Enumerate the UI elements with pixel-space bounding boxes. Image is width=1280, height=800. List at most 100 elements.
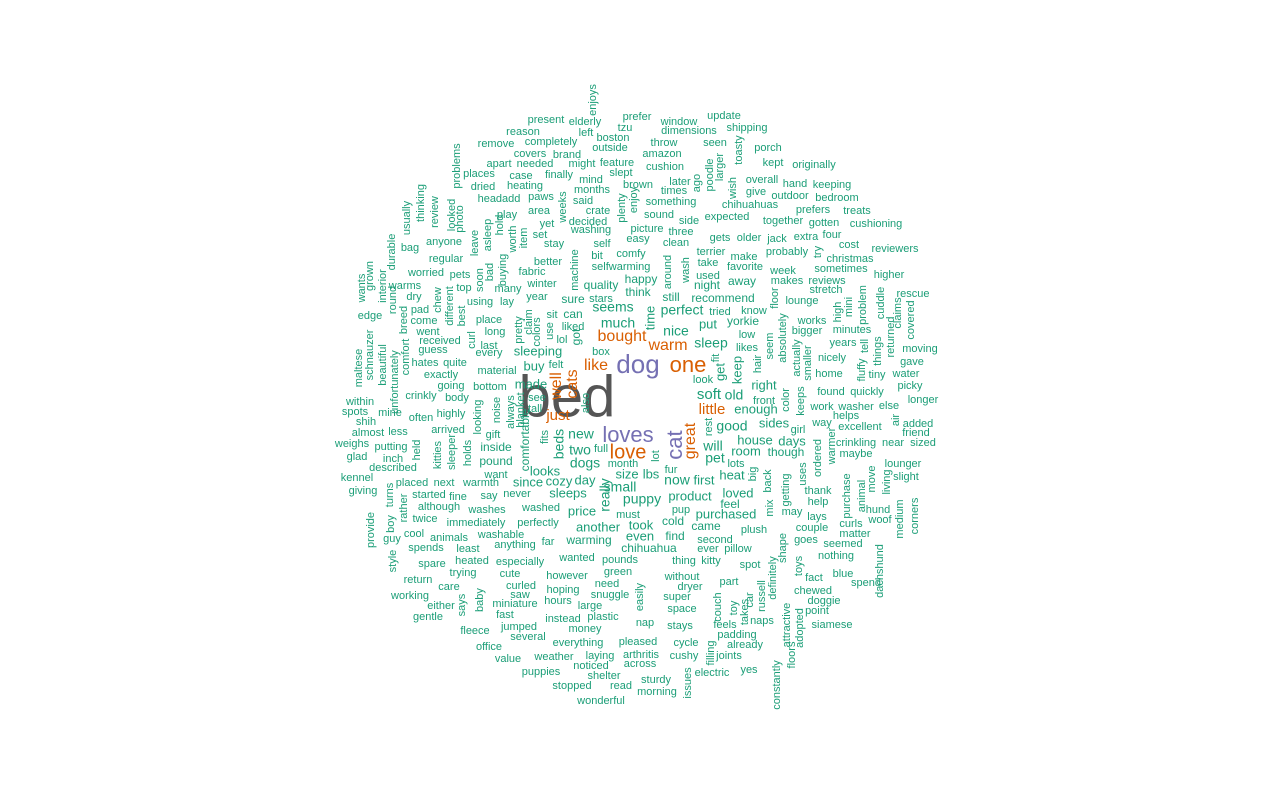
word-four: four xyxy=(823,229,842,241)
word-pound: pound xyxy=(479,454,512,468)
word-lay: lay xyxy=(500,296,515,308)
word-size: size xyxy=(615,466,638,481)
word-better: better xyxy=(534,256,562,268)
word-warmer: warmer xyxy=(826,427,838,465)
word-home: home xyxy=(815,368,843,380)
word-spot: spot xyxy=(740,559,761,571)
word-got: got xyxy=(569,328,583,345)
word-laying: laying xyxy=(586,650,615,662)
word-area: area xyxy=(528,205,551,217)
word-comfy: comfy xyxy=(616,248,646,260)
word-breed: breed xyxy=(398,306,410,334)
word-filling: filling xyxy=(705,640,717,665)
word-way: way xyxy=(811,417,832,429)
word-recommend: recommend xyxy=(691,291,754,305)
word-bad: bad xyxy=(484,263,496,281)
word-shih: shih xyxy=(356,416,376,428)
word-durable: durable xyxy=(386,234,398,271)
word-looked: looked xyxy=(446,199,458,231)
word-rescue: rescue xyxy=(896,288,929,300)
word-week: week xyxy=(769,265,796,277)
word-times: times xyxy=(661,185,688,197)
word-cat: cat xyxy=(662,430,687,459)
word-fast: fast xyxy=(496,609,514,621)
word-room: room xyxy=(731,443,761,458)
word-headadd: headadd xyxy=(478,193,521,205)
word-reviewers: reviewers xyxy=(871,243,919,255)
word-small: small xyxy=(604,479,637,495)
word-bed: bed xyxy=(519,364,616,429)
word-body: body xyxy=(445,392,469,404)
word-come: come xyxy=(411,315,438,327)
word-much: much xyxy=(601,315,635,331)
word-super: super xyxy=(663,591,691,603)
word-years: years xyxy=(830,337,857,349)
word-finally: finally xyxy=(545,169,574,181)
word-provide: provide xyxy=(365,512,377,548)
word-bigger: bigger xyxy=(792,325,823,337)
word-makes: makes xyxy=(771,275,804,287)
word-item: item xyxy=(518,228,530,249)
word-elderly: elderly xyxy=(569,116,602,128)
word-reason: reason xyxy=(506,126,540,138)
word-must: must xyxy=(616,509,640,521)
word-seen: seen xyxy=(703,137,727,149)
word-often: often xyxy=(409,412,433,424)
word-easy: easy xyxy=(626,233,650,245)
word-throw: throw xyxy=(651,137,678,149)
word-inch: inch xyxy=(383,453,403,465)
word-gotten: gotten xyxy=(809,217,840,229)
word-girl: girl xyxy=(791,424,806,436)
word-heat: heat xyxy=(719,467,745,482)
word-bottom: bottom xyxy=(473,381,507,393)
word-color: color xyxy=(780,388,792,412)
word-sleeper: sleeper xyxy=(446,434,458,470)
word-get: get xyxy=(712,363,727,381)
word-going: going xyxy=(438,380,465,392)
word-works: works xyxy=(797,315,827,327)
word-crinkling: crinkling xyxy=(836,437,876,449)
word-chihuahua: chihuahua xyxy=(621,541,677,555)
word-shelter: shelter xyxy=(587,670,620,682)
word-takes: takes xyxy=(739,598,751,625)
word-far: far xyxy=(542,536,555,548)
word-working: working xyxy=(390,590,429,602)
word-night: night xyxy=(694,278,721,292)
word-russell: russell xyxy=(756,580,768,612)
word-best: best xyxy=(456,306,468,327)
word-place: place xyxy=(476,314,502,326)
word-house: house xyxy=(737,432,772,447)
word-leave: leave xyxy=(469,230,481,256)
word-mine: mine xyxy=(378,407,402,419)
word-grown: grown xyxy=(364,261,376,291)
word-around: around xyxy=(662,255,674,289)
word-across: across xyxy=(624,658,657,670)
word-expected: expected xyxy=(705,211,750,223)
word-right: right xyxy=(751,377,777,392)
word-wanted: wanted xyxy=(558,552,594,564)
word-colors: colors xyxy=(531,317,543,347)
word-need: need xyxy=(595,578,619,590)
word-present: present xyxy=(528,114,565,126)
word-started: started xyxy=(412,489,446,501)
word-sleep: sleep xyxy=(694,335,728,351)
word-edge: edge xyxy=(358,310,382,322)
word-weighs: weighs xyxy=(334,438,370,450)
word-higher: higher xyxy=(874,269,905,281)
word-cuddle: cuddle xyxy=(875,287,887,319)
word-went: went xyxy=(415,326,439,338)
word-money: money xyxy=(568,623,602,635)
word-seems: seems xyxy=(592,299,633,315)
word-schnauzer: schnauzer xyxy=(364,329,376,380)
word-yet: yet xyxy=(540,218,555,230)
word-probably: probably xyxy=(766,246,809,258)
word-take: take xyxy=(698,257,719,269)
word-weather: weather xyxy=(533,651,573,663)
word-lol: lol xyxy=(556,334,567,346)
word-already: already xyxy=(727,639,764,651)
word-work: work xyxy=(809,401,834,413)
word-might: might xyxy=(569,158,596,170)
word-different: different xyxy=(444,286,456,326)
word-mind: mind xyxy=(579,174,603,186)
word-turns: turns xyxy=(384,482,396,507)
